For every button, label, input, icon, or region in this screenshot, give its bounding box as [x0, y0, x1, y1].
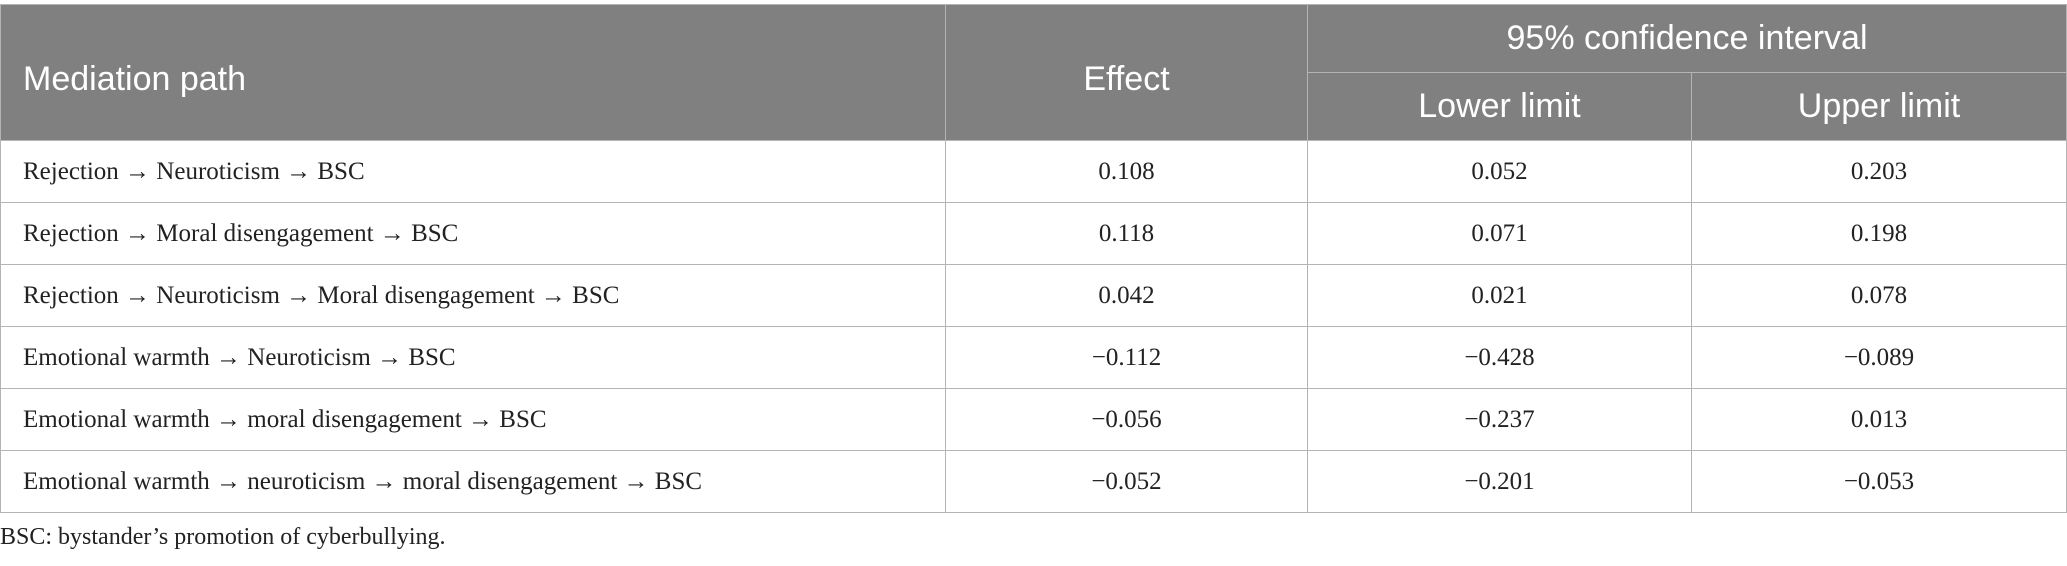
cell-lower: 0.071: [1307, 202, 1692, 265]
table-body: Rejection → Neuroticism → BSC 0.108 0.05…: [0, 140, 2067, 513]
cell-lower: 0.052: [1307, 140, 1692, 203]
cell-effect: −0.052: [945, 450, 1308, 513]
table-row: Emotional warmth → neuroticism → moral d…: [0, 450, 2067, 513]
cell-path: Emotional warmth → Neuroticism → BSC: [0, 326, 946, 389]
header-effect: Effect: [945, 4, 1308, 141]
cell-effect: 0.108: [945, 140, 1308, 203]
cell-upper: 0.078: [1690, 264, 2067, 327]
cell-upper: 0.013: [1690, 388, 2067, 451]
cell-lower: −0.428: [1307, 326, 1692, 389]
table-row: Rejection → Moral disengagement → BSC 0.…: [0, 202, 2067, 265]
cell-effect: 0.042: [945, 264, 1308, 327]
header-lower-limit: Lower limit: [1307, 72, 1692, 141]
cell-upper: 0.198: [1690, 202, 2067, 265]
header-mediation-path: Mediation path: [0, 4, 946, 141]
header-upper-limit: Upper limit: [1690, 72, 2067, 141]
table-header: Mediation path Effect 95% confidence int…: [0, 4, 2067, 141]
cell-lower: −0.201: [1307, 450, 1692, 513]
table-footnote: BSC: bystander’s promotion of cyberbully…: [0, 524, 446, 550]
table-row: Rejection → Neuroticism → Moral disengag…: [0, 264, 2067, 327]
cell-effect: 0.118: [945, 202, 1308, 265]
cell-effect: −0.112: [945, 326, 1308, 389]
table-row: Emotional warmth → Neuroticism → BSC −0.…: [0, 326, 2067, 389]
table-row: Emotional warmth → moral disengagement →…: [0, 388, 2067, 451]
header-confidence-interval: 95% confidence interval: [1306, 4, 2067, 73]
cell-upper: −0.053: [1690, 450, 2067, 513]
mediation-table: Mediation path Effect 95% confidence int…: [0, 4, 2067, 513]
table-row: Rejection → Neuroticism → BSC 0.108 0.05…: [0, 140, 2067, 203]
cell-path: Emotional warmth → neuroticism → moral d…: [0, 450, 946, 513]
cell-lower: 0.021: [1307, 264, 1692, 327]
cell-path: Rejection → Neuroticism → BSC: [0, 140, 946, 203]
cell-path: Emotional warmth → moral disengagement →…: [0, 388, 946, 451]
cell-upper: −0.089: [1690, 326, 2067, 389]
cell-upper: 0.203: [1690, 140, 2067, 203]
cell-path: Rejection → Moral disengagement → BSC: [0, 202, 946, 265]
mediation-table-wrapper: Mediation path Effect 95% confidence int…: [0, 4, 2067, 513]
cell-lower: −0.237: [1307, 388, 1692, 451]
cell-path: Rejection → Neuroticism → Moral disengag…: [0, 264, 946, 327]
cell-effect: −0.056: [945, 388, 1308, 451]
